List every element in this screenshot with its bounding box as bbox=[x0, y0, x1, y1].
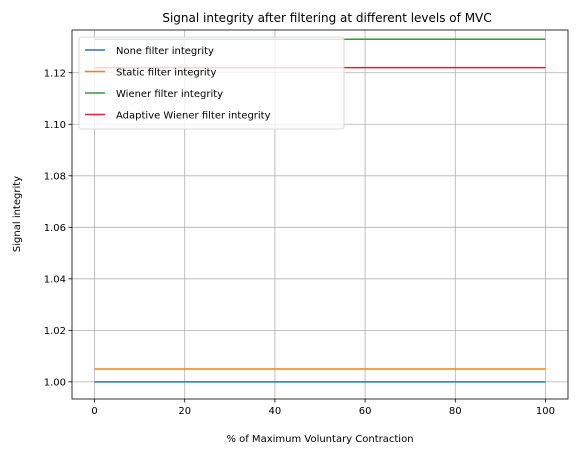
y-tick-label: 1.02 bbox=[44, 326, 66, 337]
y-tick-label: 1.04 bbox=[44, 274, 66, 285]
x-axis-ticks: 0 20 40 60 80 100 bbox=[91, 399, 555, 417]
x-tick-label: 40 bbox=[269, 406, 282, 417]
x-tick-label: 0 bbox=[91, 406, 97, 417]
legend-label-0: None filter integrity bbox=[116, 46, 214, 57]
x-tick-label: 60 bbox=[359, 406, 372, 417]
x-axis-label: % of Maximum Voluntary Contraction bbox=[226, 434, 413, 445]
y-axis-label: Signal integrity bbox=[12, 176, 23, 252]
y-tick-label: 1.12 bbox=[44, 68, 66, 79]
plot-frame bbox=[71, 29, 569, 400]
legend-label-2: Wiener filter integrity bbox=[116, 89, 223, 100]
y-axis-ticks: 1.00 1.02 1.04 1.06 1.08 1.10 1.12 bbox=[44, 68, 72, 388]
legend-label-3: Adaptive Wiener filter integrity bbox=[116, 111, 271, 122]
x-tick-label: 20 bbox=[178, 406, 191, 417]
y-tick-label: 1.08 bbox=[44, 171, 66, 182]
legend-label-1: Static filter integrity bbox=[116, 68, 217, 79]
x-tick-label: 80 bbox=[449, 406, 462, 417]
legend: None filter integrity Static filter integ… bbox=[78, 36, 345, 130]
legend-box bbox=[78, 36, 345, 130]
chart-title: Signal integrity after filtering at diff… bbox=[162, 11, 491, 25]
y-tick-label: 1.10 bbox=[44, 120, 66, 131]
x-tick-label: 100 bbox=[536, 406, 555, 417]
y-tick-label: 1.06 bbox=[44, 223, 66, 234]
y-tick-label: 1.00 bbox=[44, 377, 66, 388]
